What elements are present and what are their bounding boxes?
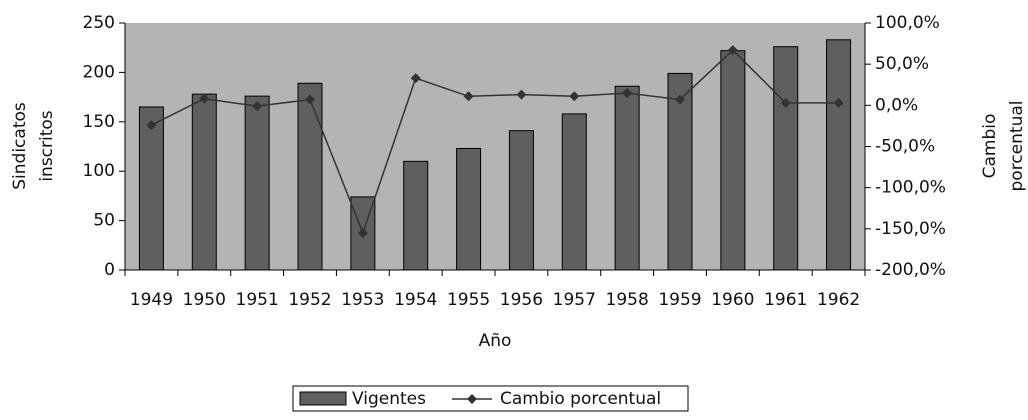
x-tick-label: 1961 [764, 290, 807, 310]
line-marker [463, 91, 474, 102]
y2-axis-label: Cambio [980, 114, 1000, 179]
line-marker [622, 87, 633, 98]
line-marker [569, 91, 580, 102]
x-tick-label: 1958 [606, 290, 649, 310]
y2-tick-label: 50,0% [875, 54, 929, 74]
y2-tick-label: -150,0% [875, 219, 946, 239]
line-marker [833, 97, 844, 108]
y-tick-label: 200 [83, 62, 115, 82]
line-marker [675, 94, 685, 105]
legend-swatch [299, 391, 347, 406]
line-marker [410, 73, 421, 84]
line-marker [516, 89, 527, 100]
line [151, 49, 839, 236]
bar [614, 85, 640, 271]
y2-tick-label: -200,0% [875, 260, 946, 280]
x-tick-label: 1956 [500, 290, 543, 310]
line-marker [727, 45, 738, 56]
legend-label: Vigentes [352, 389, 426, 409]
bar [403, 160, 429, 271]
x-tick-label: 1953 [341, 290, 384, 310]
y-tick-label: 50 [93, 211, 115, 231]
bar [456, 147, 482, 271]
line-marker [252, 101, 263, 112]
x-tick-label: 1950 [183, 290, 226, 310]
x-tick-label: 1954 [394, 290, 437, 310]
y2-tick-label: 100,0% [875, 13, 940, 33]
bar [667, 72, 693, 271]
line-marker [305, 94, 315, 105]
y2-tick-label: -100,0% [875, 178, 946, 198]
bar [191, 93, 217, 271]
x-tick-label: 1951 [236, 290, 279, 310]
line-marker [780, 97, 791, 108]
bar [826, 39, 852, 271]
legend-label: Cambio porcentual [500, 389, 661, 409]
x-tick-label: 1949 [130, 290, 173, 310]
line-marker [199, 93, 210, 104]
y-axis-label: Sindicatos [10, 102, 30, 190]
y-tick-label: 250 [83, 13, 115, 33]
bar [138, 106, 164, 271]
x-axis-label: Año [479, 331, 512, 351]
bar [244, 95, 270, 271]
y-axis-label: inscritos [37, 110, 57, 181]
bar [508, 130, 534, 271]
y-tick-label: 100 [83, 161, 115, 181]
y-tick-label: 0 [104, 260, 115, 280]
y-tick-label: 150 [83, 112, 115, 132]
bar [773, 46, 799, 271]
line-marker [357, 227, 368, 238]
line-marker [146, 120, 157, 131]
x-tick-label: 1957 [553, 290, 596, 310]
y2-axis-label: porcentual [1007, 101, 1027, 192]
bar [720, 50, 746, 271]
y2-tick-label: 0,0% [875, 95, 918, 115]
x-tick-label: 1959 [658, 290, 701, 310]
x-tick-label: 1960 [711, 290, 754, 310]
bar [561, 113, 587, 271]
bar [297, 82, 323, 271]
x-tick-label: 1955 [447, 290, 490, 310]
legend-marker [467, 394, 477, 404]
x-tick-label: 1952 [288, 290, 331, 310]
x-tick-label: 1962 [817, 290, 860, 310]
plot-area [125, 23, 865, 270]
y2-tick-label: -50,0% [875, 137, 935, 157]
